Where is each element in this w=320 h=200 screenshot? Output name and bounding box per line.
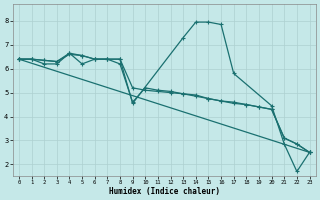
- X-axis label: Humidex (Indice chaleur): Humidex (Indice chaleur): [109, 187, 220, 196]
